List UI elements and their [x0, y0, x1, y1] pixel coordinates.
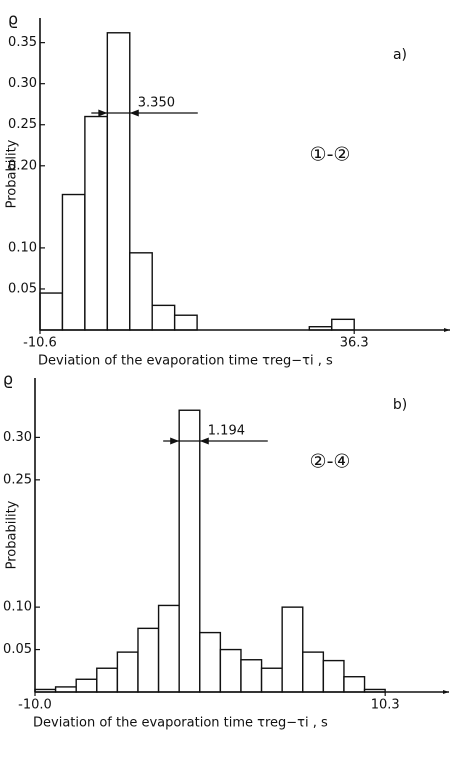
bar: [322, 659, 345, 693]
y-axis-label: Probability: [5, 500, 20, 569]
x-tick-label: -10.0: [18, 698, 52, 713]
bar: [39, 292, 64, 331]
y-tick-label: 0.10: [3, 600, 32, 615]
bar: [302, 651, 325, 693]
bar: [96, 667, 119, 693]
x-axis-end: [444, 328, 450, 332]
bar: [75, 678, 98, 693]
y-tick-label: 0.05: [8, 281, 37, 296]
bin-width-label: 1.194: [208, 424, 245, 439]
bar: [199, 631, 222, 693]
y-tick-label: 0.25: [8, 117, 37, 132]
bar: [331, 318, 355, 331]
x-axis-end: [443, 690, 449, 694]
arrowhead: [98, 109, 108, 117]
bar: [343, 676, 366, 693]
y-tick-label: 0.20: [8, 158, 37, 173]
annotation: a): [393, 47, 407, 63]
bar: [157, 604, 180, 693]
annotation: b): [393, 397, 407, 413]
y-axis-symbol: ϱ: [3, 370, 13, 389]
bar: [173, 314, 198, 331]
x-tick-label: 36.3: [340, 336, 369, 351]
y-tick-label: 0.30: [8, 76, 37, 91]
bar: [260, 667, 283, 693]
x-axis-label: Deviation of the evaporation time τreg−τ…: [38, 354, 333, 369]
bar: [106, 32, 131, 331]
annotation: ①-②: [310, 144, 351, 166]
annotation: ②-④: [310, 451, 351, 473]
y-tick-label: 0.25: [3, 472, 32, 487]
x-tick-label: 10.3: [371, 698, 400, 713]
y-tick-label: 0.10: [8, 240, 37, 255]
bar: [116, 651, 139, 693]
arrowhead: [129, 109, 139, 117]
bar: [178, 409, 201, 693]
x-axis-label: Deviation of the evaporation time τreg−τ…: [33, 716, 328, 731]
bar: [61, 193, 86, 331]
y-tick-label: 0.35: [8, 35, 37, 50]
y-axis-symbol: ϱ: [8, 10, 18, 29]
bar: [281, 606, 304, 693]
bar: [137, 627, 160, 693]
arrowhead: [170, 437, 180, 445]
bar: [240, 659, 263, 693]
y-axis-label: Probability: [5, 139, 20, 208]
bar: [129, 252, 153, 331]
bar: [84, 115, 109, 331]
y-tick-label: 0.05: [3, 642, 32, 657]
arrowhead: [199, 437, 209, 445]
bar: [219, 648, 242, 693]
y-tick-label: 0.30: [3, 430, 32, 445]
bin-width-label: 3.350: [138, 96, 175, 111]
bar: [151, 304, 176, 331]
x-tick-label: -10.6: [23, 336, 57, 351]
